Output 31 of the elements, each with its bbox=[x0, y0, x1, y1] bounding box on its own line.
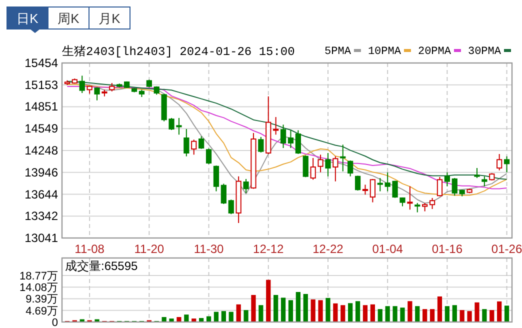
y-tick-label: 4.69万 bbox=[26, 305, 58, 318]
y-tick-label: 9.39万 bbox=[26, 294, 58, 306]
legend-label: 10PMA bbox=[368, 46, 402, 58]
text: 日K bbox=[16, 11, 39, 26]
legend-label: 20PMA bbox=[418, 46, 452, 58]
y-tick-label: 15153 bbox=[24, 78, 58, 92]
y-tick-label: 13041 bbox=[24, 231, 58, 245]
legend-label: 5PMA bbox=[324, 46, 352, 58]
y-tick-label: 13946 bbox=[24, 165, 58, 180]
y-tick-label: 14549 bbox=[24, 122, 58, 136]
x-tick-label: 11-20 bbox=[134, 242, 164, 256]
y-tick-label: 14248 bbox=[24, 143, 58, 158]
y-tick-label: 18.77万 bbox=[19, 270, 58, 282]
x-tick-label: 01-16 bbox=[432, 242, 463, 256]
x-tick-label: 12-22 bbox=[312, 242, 344, 256]
text: 月K bbox=[98, 11, 121, 26]
x-tick-label: 11-08 bbox=[74, 242, 105, 256]
legend-label: 30PMA bbox=[468, 46, 502, 58]
y-tick-label: 15454 bbox=[24, 56, 58, 70]
y-tick-label: 13644 bbox=[24, 187, 58, 202]
y-tick-label: 14851 bbox=[24, 100, 58, 114]
x-tick-label: 11-30 bbox=[194, 242, 224, 256]
x-tick-label: 12-12 bbox=[253, 242, 284, 256]
y-tick-label: 0 bbox=[52, 317, 58, 328]
chart-title: 生猪2403[lh2403] 2024-01-26 15:00 bbox=[62, 45, 295, 59]
text: 周K bbox=[58, 11, 80, 26]
chart-title: 成交量:65595 bbox=[65, 259, 138, 273]
x-tick-label: 01-04 bbox=[372, 242, 404, 256]
y-tick-label: 13342 bbox=[24, 209, 58, 224]
x-tick-label: 01-26 bbox=[491, 242, 522, 256]
y-tick-label: 14.08万 bbox=[19, 282, 58, 294]
